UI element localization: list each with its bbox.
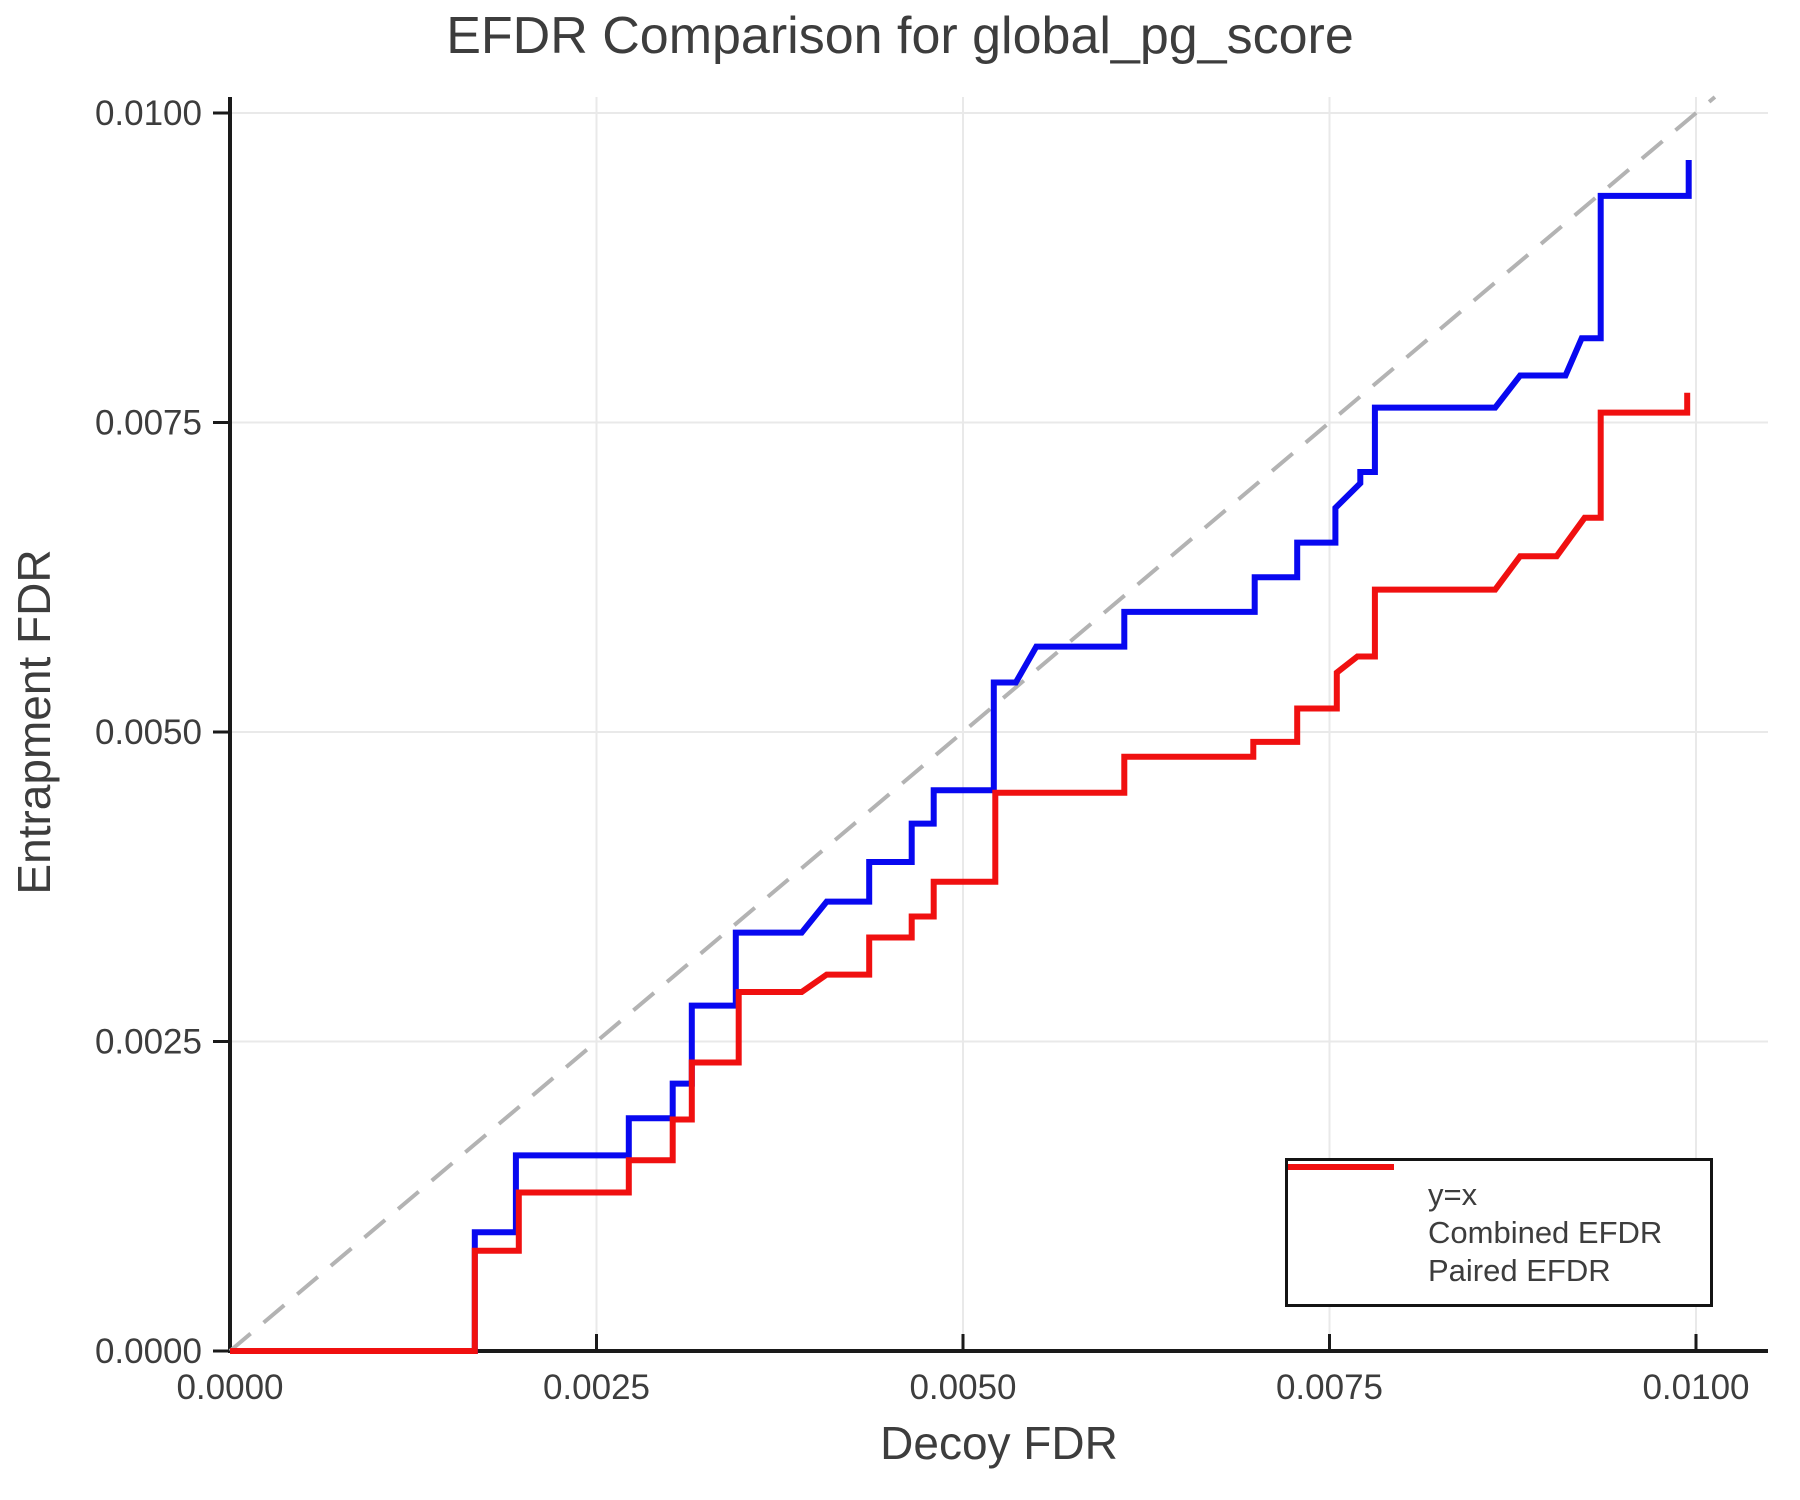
y-tick-label: 0.0075 — [95, 404, 202, 443]
legend-item-paired-efdr: Paired EFDR — [1288, 1164, 1710, 1289]
series-line-paired-efdr — [230, 392, 1691, 1354]
x-tick-label: 0.0100 — [1642, 1368, 1749, 1407]
legend-label-combined: Combined EFDR — [1428, 1214, 1663, 1250]
y-tick-label: 0.0100 — [95, 94, 202, 133]
y-tick-label: 0.0050 — [95, 713, 202, 752]
y-tick-label: 0.0000 — [95, 1332, 202, 1371]
legend-item-diagonal: y=x — [1288, 1165, 1710, 1213]
y-tick-label: 0.0025 — [95, 1023, 202, 1062]
legend-sample-dashed-line — [1288, 1165, 1410, 1200]
legend-label-paired: Paired EFDR — [1428, 1252, 1611, 1288]
legend-sample-svg — [1288, 1164, 1394, 1170]
x-axis-label: Decoy FDR — [880, 1417, 1118, 1469]
x-tick-label: 0.0025 — [543, 1368, 650, 1407]
legend-sample-paired-line — [1288, 1164, 1410, 1276]
legend: y=x Combined EFDR Paired EFDR — [1285, 1158, 1713, 1307]
legend-item-combined-efdr: Combined EFDR — [1288, 1164, 1710, 1251]
chart-title: EFDR Comparison for global_pg_score — [446, 7, 1354, 65]
legend-sample-combined-line — [1288, 1164, 1410, 1238]
x-tick-label: 0.0000 — [176, 1368, 283, 1407]
series-line-combined-efdr — [230, 160, 1692, 1354]
x-tick-label: 0.0050 — [909, 1368, 1016, 1407]
legend-label-diagonal: y=x — [1428, 1176, 1478, 1212]
y-axis-label: Entrapment FDR — [8, 549, 60, 895]
x-tick-label: 0.0075 — [1276, 1368, 1383, 1407]
series-line-y-x — [228, 95, 1717, 1353]
